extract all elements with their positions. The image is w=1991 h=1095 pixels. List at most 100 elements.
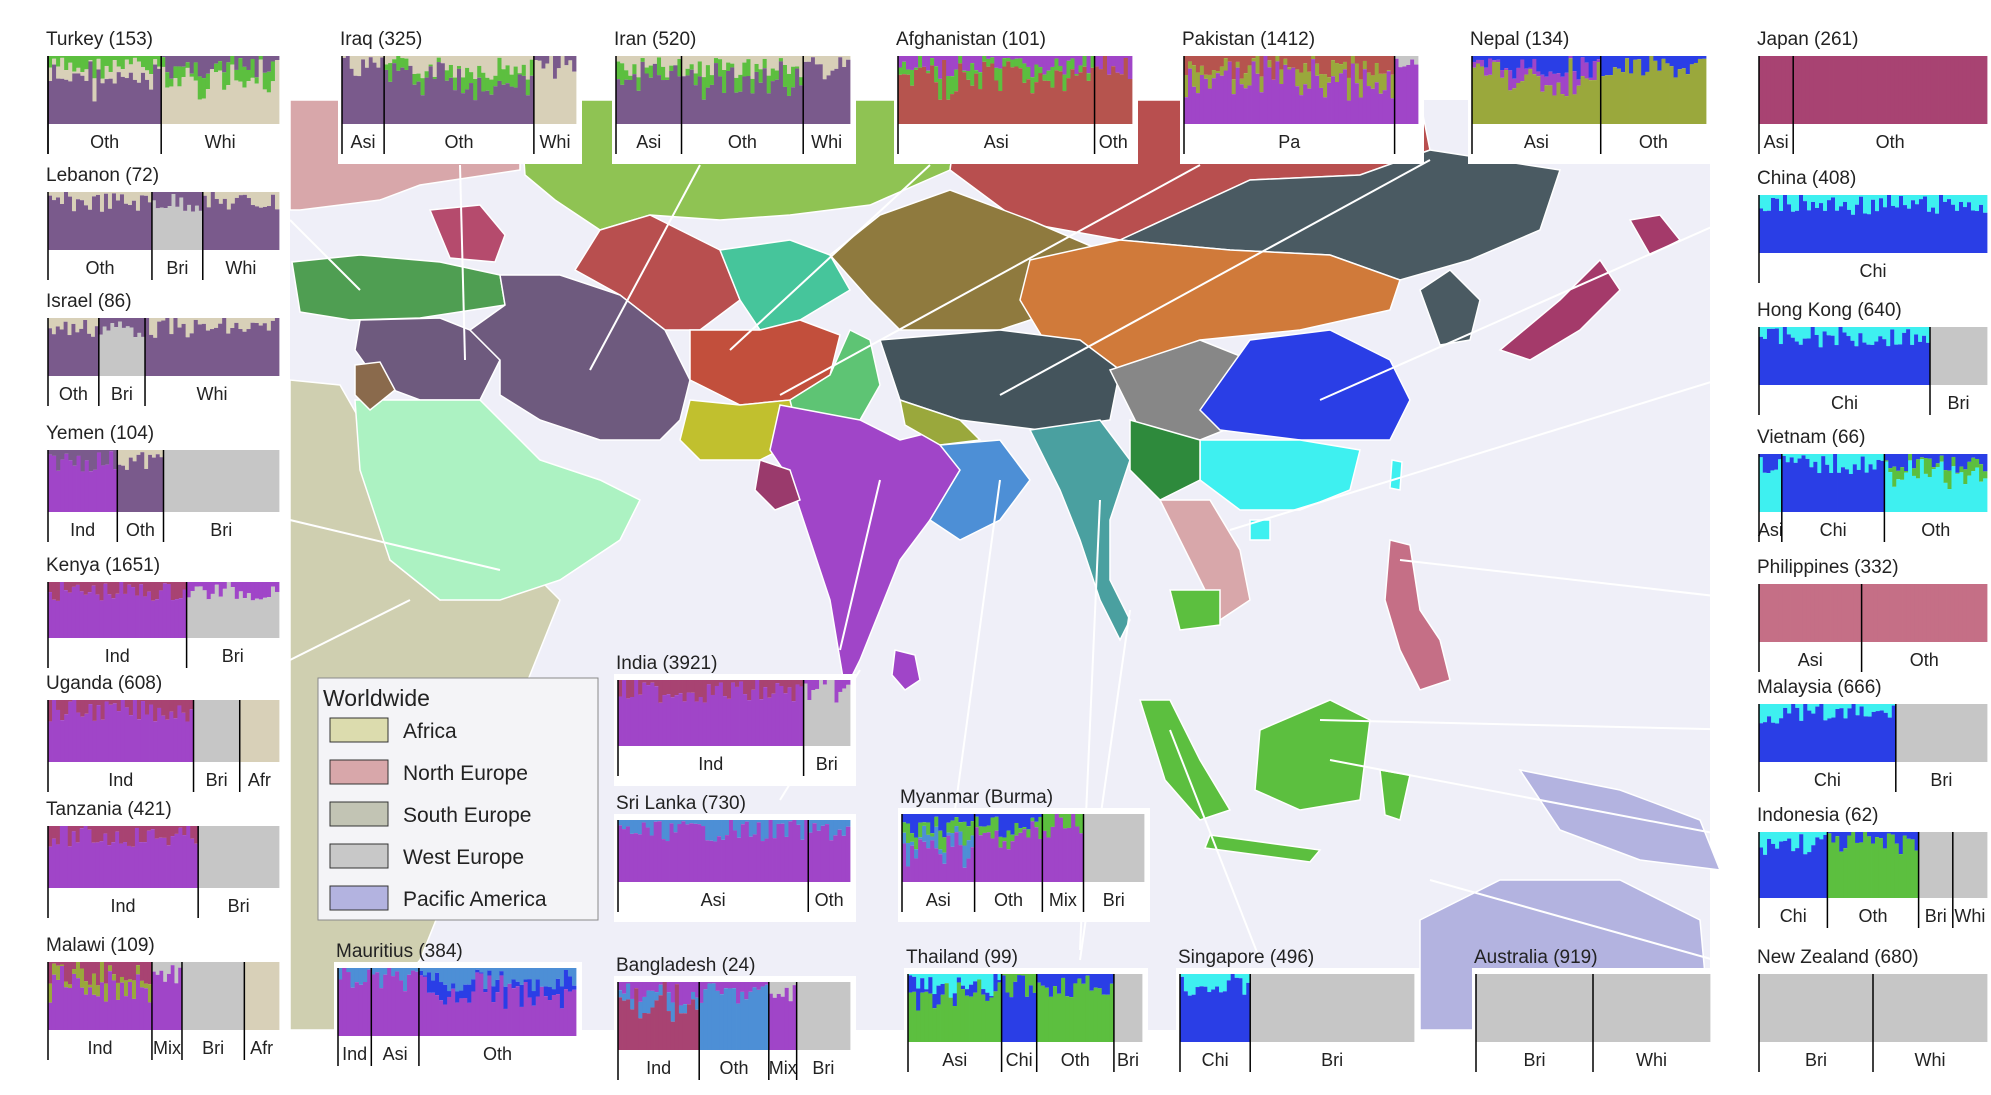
panel-group: Chi — [1180, 974, 1251, 1070]
bar-segment — [146, 826, 152, 831]
bar-segment — [559, 968, 565, 987]
bar-segment — [910, 841, 915, 846]
bar-segment — [1931, 454, 1937, 468]
bar-segment — [1105, 974, 1111, 995]
bar-segment — [1593, 974, 1598, 1042]
bar-segment — [342, 968, 347, 1036]
bar-segment — [1890, 327, 1895, 330]
panel-title: Afghanistan (101) — [896, 29, 1046, 50]
bar-segment — [1532, 974, 1537, 1042]
bar-segment — [982, 814, 987, 827]
bar-segment — [1223, 56, 1229, 59]
bar-segment — [1111, 814, 1117, 882]
bar-segment — [1894, 327, 1899, 345]
bar-segment — [1859, 196, 1864, 253]
bar-segment — [209, 69, 215, 124]
bar-segment — [1338, 64, 1344, 74]
panel-group: Ind — [48, 700, 194, 790]
bar-segment — [1857, 974, 1862, 1042]
bar-segment — [1054, 814, 1060, 882]
bar-segment — [1025, 974, 1030, 997]
bar-segment — [803, 61, 808, 124]
bar-segment — [1783, 707, 1788, 762]
bar-segment — [1564, 56, 1569, 73]
bar-segment — [94, 326, 100, 376]
bar-segment — [439, 982, 444, 1001]
bar-segment — [1904, 472, 1909, 512]
bar-segment — [1584, 974, 1590, 1042]
bar-segment — [1900, 974, 1905, 1042]
bar-segment — [107, 845, 112, 888]
bar-segment — [1919, 457, 1925, 460]
bar-segment — [994, 814, 999, 817]
bar-segment — [1014, 814, 1019, 823]
bar-segment — [962, 814, 967, 822]
bar-segment — [226, 209, 232, 250]
bar-segment — [1242, 994, 1247, 1042]
bar-segment — [1287, 69, 1292, 124]
bar-segment — [1902, 56, 1907, 124]
bar-segment — [139, 980, 145, 988]
bar-segment — [224, 962, 230, 1030]
bar-segment — [173, 66, 178, 79]
bar-segment — [694, 680, 700, 702]
bar-segment — [1596, 62, 1602, 124]
bar-segment — [666, 694, 671, 746]
bar-segment — [1927, 458, 1933, 477]
bar-segment — [1888, 468, 1893, 473]
group-label: Oth — [1639, 132, 1668, 152]
bar-segment — [1979, 481, 1984, 512]
bar-segment — [1895, 704, 1901, 762]
bar-segment — [1028, 974, 1034, 986]
bar-segment — [209, 318, 215, 330]
bar-segment — [691, 982, 696, 992]
bar-segment — [1013, 981, 1018, 1042]
bar-segment — [1042, 80, 1047, 124]
group-label: Asi — [926, 890, 951, 910]
panel-title: Lebanon (72) — [46, 165, 159, 186]
bar-segment — [376, 56, 381, 68]
bar-segment — [834, 702, 839, 746]
bar-segment — [1819, 195, 1824, 204]
bar-segment — [630, 998, 635, 1010]
bar-segment — [758, 56, 764, 70]
bar-segment — [910, 814, 915, 834]
bar-segment — [181, 77, 186, 124]
bar-segment — [640, 56, 646, 59]
bar-segment — [113, 469, 118, 512]
bar-segment — [1258, 974, 1263, 1042]
bar-segment — [807, 56, 812, 62]
bar-segment — [1480, 56, 1485, 60]
bar-segment — [266, 330, 272, 376]
bar-segment — [1914, 334, 1919, 385]
bar-segment — [725, 835, 730, 882]
bar-segment — [705, 56, 711, 66]
bar-segment — [1767, 838, 1772, 898]
bar-segment — [483, 992, 488, 1036]
bar-segment — [1927, 476, 1933, 512]
bar-segment — [170, 582, 176, 601]
bar-segment — [997, 980, 1002, 983]
bar-segment — [1951, 704, 1956, 762]
bar-segment — [1876, 454, 1881, 460]
bar-segment — [1930, 832, 1935, 898]
bar-segment — [768, 982, 774, 994]
bar-segment — [618, 696, 623, 746]
bar-segment — [1896, 974, 1901, 1042]
bar-segment — [1370, 974, 1375, 1042]
bar-segment — [632, 64, 637, 75]
bar-segment — [392, 59, 397, 64]
bar-segment — [246, 56, 251, 70]
bar-segment — [962, 56, 967, 71]
bar-segment — [964, 989, 970, 996]
bar-segment — [661, 66, 666, 81]
bar-segment — [238, 195, 244, 250]
bar-segment — [63, 590, 69, 638]
bar-segment — [1010, 59, 1015, 68]
bar-segment — [127, 845, 132, 888]
bar-segment — [799, 680, 804, 687]
bar-segment — [555, 978, 561, 995]
bar-segment — [556, 56, 562, 69]
bar-segment — [163, 962, 168, 982]
bar-segment — [1488, 74, 1493, 124]
